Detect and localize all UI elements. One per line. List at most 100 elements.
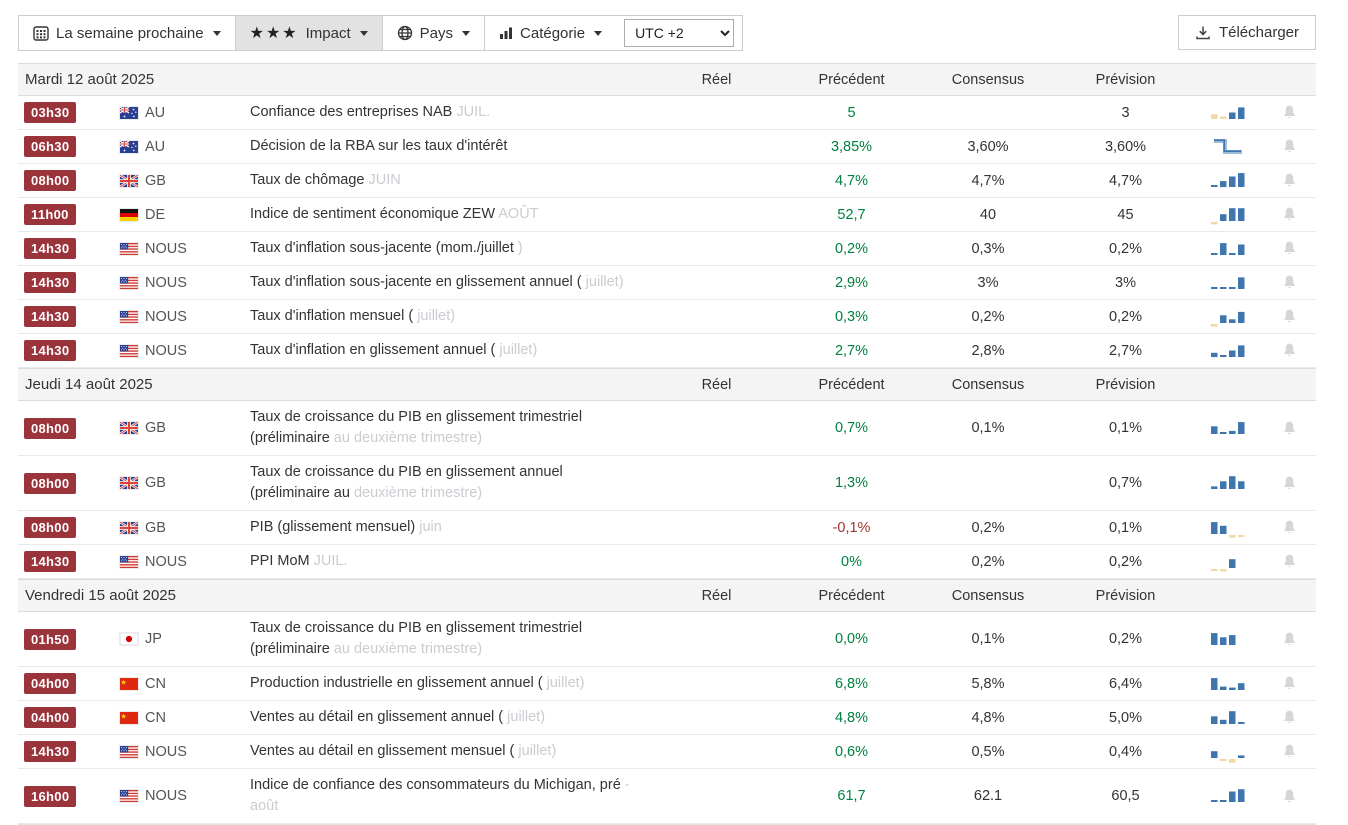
week-filter-button[interactable]: La semaine prochaine xyxy=(19,16,236,50)
precedent-value[interactable]: 1,3% xyxy=(834,475,869,492)
impact-filter-button[interactable]: ★★★ Impact xyxy=(235,16,383,50)
section-date: Vendredi 15 août 2025 xyxy=(25,587,176,605)
sparkline-chart[interactable] xyxy=(1193,305,1263,329)
country-cell[interactable]: AU xyxy=(102,105,232,121)
event-label[interactable]: Confiance des entreprises NAB JUIL. xyxy=(250,104,491,120)
event-label[interactable]: Décision de la RBA sur les taux d'intérê… xyxy=(250,138,508,155)
precedent-value[interactable]: 52,7 xyxy=(837,206,866,223)
bell-icon[interactable] xyxy=(1263,788,1316,805)
country-cell[interactable]: NOUS xyxy=(102,744,232,760)
bell-icon[interactable] xyxy=(1263,308,1316,325)
bell-icon[interactable] xyxy=(1263,675,1316,692)
bell-icon[interactable] xyxy=(1263,172,1316,189)
country-cell[interactable]: NOUS xyxy=(102,788,232,804)
sparkline-chart[interactable] xyxy=(1193,740,1263,764)
precedent-value[interactable]: 0% xyxy=(841,553,862,570)
sparkline-chart[interactable] xyxy=(1193,416,1263,440)
precedent-value[interactable]: 6,8% xyxy=(834,675,869,692)
country-cell[interactable]: GB xyxy=(102,420,232,436)
sparkline-chart[interactable] xyxy=(1193,516,1263,540)
event-label[interactable]: Taux d'inflation sous-jacente (mom./juil… xyxy=(250,240,523,257)
country-cell[interactable]: NOUS xyxy=(102,275,232,291)
precedent-value[interactable]: 2,7% xyxy=(834,342,869,359)
bell-icon[interactable] xyxy=(1263,274,1316,291)
precedent-value[interactable]: 0,3% xyxy=(834,308,869,325)
precedent-value[interactable]: 0,0% xyxy=(834,631,869,648)
event-label[interactable]: Taux de croissance du PIB en glissement … xyxy=(232,612,648,666)
precedent-value[interactable]: 61,7 xyxy=(837,788,866,805)
categorie-filter-button[interactable]: Catégorie xyxy=(485,16,617,50)
sparkline-chart[interactable] xyxy=(1193,237,1263,261)
event-label[interactable]: Indice de confiance des consommateurs du… xyxy=(232,769,648,823)
bell-icon[interactable] xyxy=(1263,475,1316,492)
sparkline-chart[interactable] xyxy=(1193,471,1263,495)
event-label[interactable]: Production industrielle en glissement an… xyxy=(250,675,585,692)
bell-icon[interactable] xyxy=(1263,342,1316,359)
country-cell[interactable]: CN xyxy=(102,710,232,726)
bell-icon[interactable] xyxy=(1263,631,1316,648)
time-cell: 14h30 xyxy=(18,340,102,362)
country-cell[interactable]: GB xyxy=(102,520,232,536)
bell-icon[interactable] xyxy=(1263,206,1316,223)
bell-icon[interactable] xyxy=(1263,709,1316,726)
pays-filter-label: Pays xyxy=(419,24,454,42)
precedent-value[interactable]: 0,6% xyxy=(834,743,869,760)
precedent-value[interactable]: -0,1% xyxy=(832,519,871,536)
time-cell: 03h30 xyxy=(18,102,102,123)
precedent-value[interactable]: 5 xyxy=(847,104,856,121)
event-label[interactable]: Taux de chômage JUIN xyxy=(250,172,401,189)
sparkline-chart[interactable] xyxy=(1193,101,1263,125)
pays-filter-button[interactable]: Pays xyxy=(382,16,486,50)
event-label[interactable]: Taux d'inflation mensuel ( juillet) xyxy=(250,308,456,325)
sparkline-chart[interactable] xyxy=(1193,784,1263,808)
event-label[interactable]: PPI MoM JUIL. xyxy=(250,553,348,570)
event-label[interactable]: Taux de croissance du PIB en glissement … xyxy=(232,401,648,455)
sparkline-chart[interactable] xyxy=(1193,203,1263,227)
bell-icon[interactable] xyxy=(1263,519,1316,536)
country-flag-icon xyxy=(120,745,138,758)
precedent-value[interactable]: 0,7% xyxy=(834,420,869,437)
event-label[interactable]: Taux d'inflation sous-jacente en glissem… xyxy=(250,274,624,291)
country-cell[interactable]: AU xyxy=(102,139,232,155)
event-label[interactable]: PIB (glissement mensuel) juin xyxy=(250,519,442,536)
event-label[interactable]: Ventes au détail en glissement annuel ( … xyxy=(250,709,546,726)
download-button[interactable]: Télécharger xyxy=(1177,15,1316,50)
event-label[interactable]: Taux de croissance du PIB en glissement … xyxy=(232,456,648,510)
bell-icon[interactable] xyxy=(1263,553,1316,570)
event-label[interactable]: Indice de sentiment économique ZEW AOÛT xyxy=(250,206,539,223)
sparkline-chart[interactable] xyxy=(1193,627,1263,651)
country-cell[interactable]: NOUS xyxy=(102,241,232,257)
country-cell[interactable]: NOUS xyxy=(102,309,232,325)
bell-icon[interactable] xyxy=(1263,138,1316,155)
utc-select[interactable]: UTC +2 xyxy=(624,19,735,47)
precedent-value[interactable]: 2,9% xyxy=(834,274,869,291)
bell-icon[interactable] xyxy=(1263,420,1316,437)
country-cell[interactable]: JP xyxy=(102,631,232,647)
country-cell[interactable]: NOUS xyxy=(102,343,232,359)
country-cell[interactable]: NOUS xyxy=(102,554,232,570)
sparkline-chart[interactable] xyxy=(1193,169,1263,193)
impact-filter-label: Impact xyxy=(305,24,351,42)
prevision-value: 3,60% xyxy=(1104,138,1147,155)
sparkline-chart[interactable] xyxy=(1193,550,1263,574)
precedent-value[interactable]: 3,85% xyxy=(830,138,873,155)
country-cell[interactable]: GB xyxy=(102,173,232,189)
country-cell[interactable]: CN xyxy=(102,676,232,692)
bell-icon[interactable] xyxy=(1263,104,1316,121)
event-label[interactable]: Taux d'inflation en glissement annuel ( … xyxy=(250,342,538,359)
sparkline-chart[interactable] xyxy=(1193,339,1263,363)
precedent-value[interactable]: 0,2% xyxy=(834,240,869,257)
sparkline-chart[interactable] xyxy=(1193,706,1263,730)
country-cell[interactable]: GB xyxy=(102,475,232,491)
precedent-value[interactable]: 4,8% xyxy=(834,709,869,726)
bell-icon[interactable] xyxy=(1263,743,1316,760)
country-cell[interactable]: DE xyxy=(102,207,232,223)
event-label[interactable]: Ventes au détail en glissement mensuel (… xyxy=(250,743,557,760)
sparkline-chart[interactable] xyxy=(1193,135,1263,159)
time-badge: 14h30 xyxy=(24,551,77,573)
bell-icon[interactable] xyxy=(1263,240,1316,257)
precedent-value[interactable]: 4,7% xyxy=(834,172,869,189)
sparkline-chart[interactable] xyxy=(1193,672,1263,696)
sparkline-chart[interactable] xyxy=(1193,271,1263,295)
